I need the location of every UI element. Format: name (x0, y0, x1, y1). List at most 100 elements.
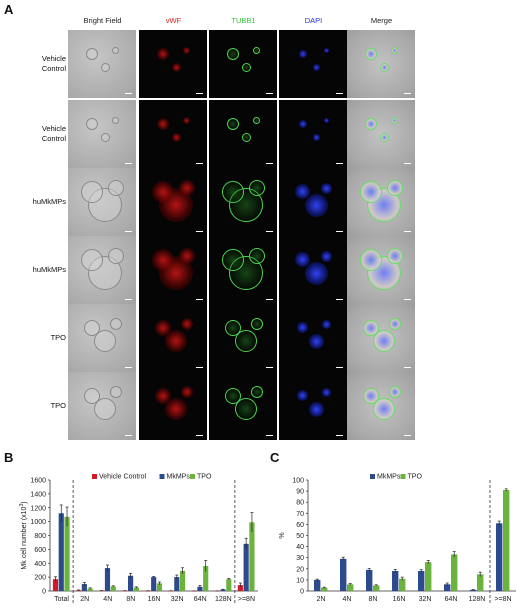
x-tick-label: Total (54, 596, 69, 603)
bar (496, 523, 503, 591)
micrograph-brightfield (68, 100, 136, 168)
x-tick-label: 16N (148, 596, 161, 603)
legend-swatch (400, 474, 406, 479)
y-tick-label: 40 (296, 544, 304, 551)
legend-swatch (370, 474, 375, 479)
y-tick-label: 1600 (30, 478, 46, 485)
row-label: Vehicle Control (41, 124, 66, 143)
bar (314, 579, 321, 591)
bar (399, 578, 406, 591)
micrograph-vwf (139, 30, 207, 98)
micrograph-merge (347, 168, 415, 236)
micrograph-dapi (279, 168, 347, 236)
micrograph-dapi (279, 236, 347, 304)
legend-label: MkMPs (377, 474, 401, 481)
chart-b-mk-cell-number: 0 200 400 600 800 1000 1200 1400 1600 Mk cell num… (19, 474, 258, 603)
bar (226, 579, 232, 591)
x-tick-label: 32N (419, 596, 432, 603)
x-tick-label: >=8N (238, 596, 255, 603)
x-tick-label: 64N (445, 596, 458, 603)
bar (503, 489, 510, 591)
y-tick-label: 30 (296, 555, 304, 562)
micrograph-tubb1 (209, 372, 277, 440)
bar (110, 586, 116, 591)
y-tick-label: 90 (296, 489, 304, 496)
micrograph-vwf (139, 236, 207, 304)
row-label: TPO (50, 333, 66, 342)
legend-swatch (92, 474, 97, 479)
micrograph-merge (347, 236, 415, 304)
micrograph-vwf (139, 304, 207, 372)
bar (87, 588, 93, 591)
bar (366, 569, 373, 591)
micrograph-dapi (279, 100, 347, 168)
x-tick-label: 32N (171, 596, 184, 603)
row-label: TPO (50, 401, 66, 410)
column-header-tubb1: TUBB1 (231, 16, 256, 25)
bar (122, 590, 128, 592)
bar (128, 575, 134, 591)
micrograph-merge (347, 304, 415, 372)
bar (451, 554, 458, 591)
micrograph-merge (347, 100, 415, 168)
y-tick-label: 600 (34, 547, 46, 554)
legend-label: TPO (408, 474, 423, 481)
y-tick-label: 1000 (30, 519, 46, 526)
bar (373, 585, 380, 591)
row-label: Vehicle Control (41, 54, 66, 73)
micrograph-brightfield (68, 372, 136, 440)
panel-b-letter: B (4, 450, 14, 465)
panel-a-letter: A (4, 2, 14, 17)
bar (133, 587, 139, 591)
bar (52, 579, 59, 591)
micrograph-merge (347, 30, 415, 98)
y-axis-label: Mk cell number (x103) (19, 501, 28, 569)
y-tick-label: 100 (292, 478, 304, 485)
column-header-vwf: vWF (165, 16, 182, 25)
bar (58, 513, 64, 591)
micrograph-tubb1 (209, 100, 277, 168)
bar (180, 570, 186, 591)
micrograph-vwf (139, 372, 207, 440)
micrograph-tubb1 (209, 30, 277, 98)
bar (470, 589, 477, 591)
y-tick-label: 200 (34, 575, 46, 582)
legend-label: Vehicle Control (99, 474, 147, 481)
y-tick-label: 20 (296, 566, 304, 573)
x-tick-label: >=8N (494, 596, 511, 603)
micrograph-tubb1 (209, 168, 277, 236)
micrograph-tubb1 (209, 236, 277, 304)
bar (203, 566, 209, 591)
legend-label: MkMPs (167, 474, 191, 481)
bar (340, 558, 347, 591)
y-tick-label: 0 (300, 589, 304, 596)
y-tick-label: 0 (42, 589, 46, 596)
x-tick-label: 4N (103, 596, 112, 603)
micrograph-brightfield (68, 168, 136, 236)
bar (145, 590, 151, 592)
x-tick-label: 128N (469, 596, 486, 603)
x-tick-label: 16N (393, 596, 406, 603)
bar (249, 522, 255, 591)
bar (418, 571, 425, 591)
x-tick-label: 2N (80, 596, 89, 603)
bar (347, 584, 354, 591)
x-tick-label: 8N (369, 596, 378, 603)
micrograph-vwf (139, 100, 207, 168)
chart-c-percent: 0 10 20 30 40 50 60 70 80 90 100% 2N 4N 8N 16N 32N 64N 12… (279, 474, 516, 603)
micrograph-merge (347, 372, 415, 440)
bar (425, 562, 432, 591)
bar (151, 577, 157, 591)
y-tick-label: 70 (296, 511, 304, 518)
x-tick-label: 2N (317, 596, 326, 603)
micrograph-dapi (279, 372, 347, 440)
bar (321, 587, 328, 591)
bar (220, 589, 226, 591)
bar (237, 585, 243, 591)
legend-swatch (159, 474, 165, 479)
micrograph-vwf (139, 168, 207, 236)
column-header-dapi: DAPI (304, 16, 323, 25)
y-tick-label: 80 (296, 500, 304, 507)
y-axis-label: % (279, 532, 286, 538)
y-tick-label: 800 (34, 533, 46, 540)
